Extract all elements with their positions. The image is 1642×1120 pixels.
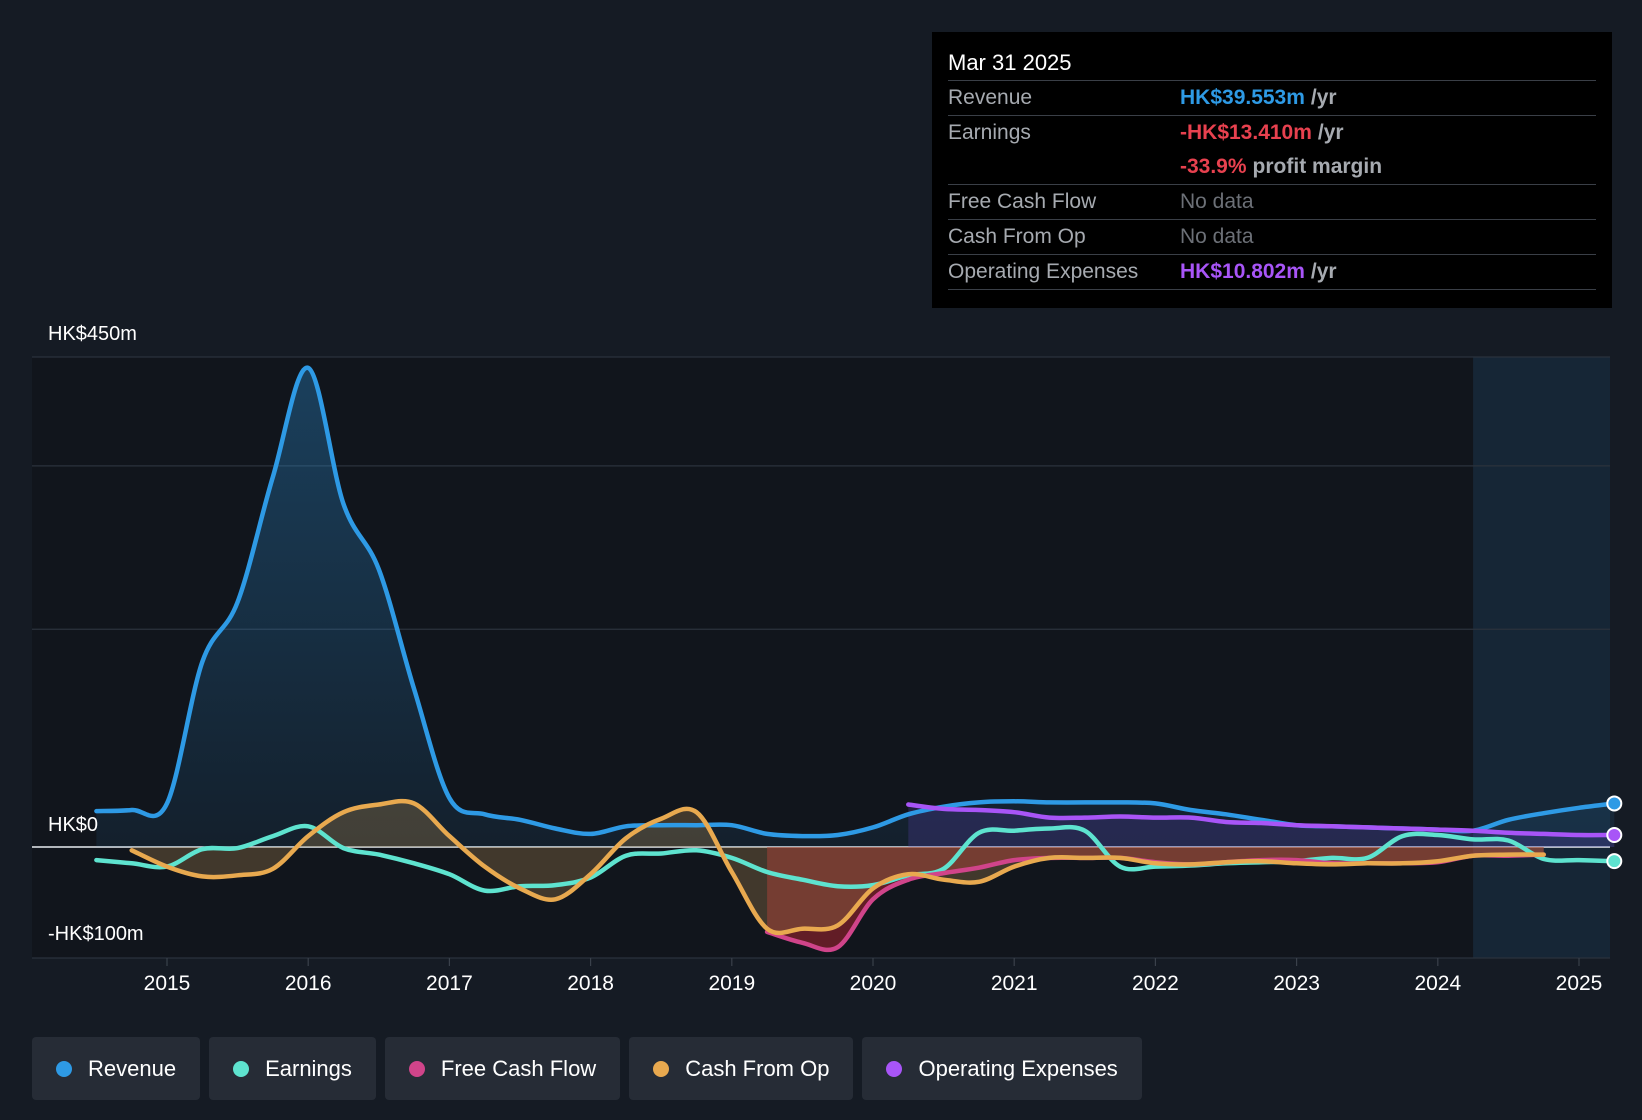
x-tick-label: 2015 bbox=[144, 972, 191, 995]
tooltip-unit: /yr bbox=[1310, 260, 1337, 283]
earnings-endpoint bbox=[1606, 853, 1623, 870]
tooltip-row-revenue: Revenue HK$39.553m /yr bbox=[948, 80, 1596, 115]
legend-label: Earnings bbox=[265, 1055, 352, 1081]
tooltip-row-profit-margin: -33.9% profit margin bbox=[948, 150, 1596, 184]
revenue-endpoint bbox=[1606, 795, 1623, 812]
tooltip-panel: Mar 31 2025 Revenue HK$39.553m /yr Earni… bbox=[932, 32, 1612, 308]
forecast-region bbox=[1473, 357, 1610, 958]
cash-from-op-line bbox=[129, 798, 1546, 936]
x-tick-label: 2022 bbox=[1132, 972, 1179, 995]
legend-item-free-cash-flow[interactable]: Free Cash Flow bbox=[384, 1037, 621, 1100]
legend-item-revenue[interactable]: Revenue bbox=[32, 1037, 201, 1100]
tooltip-label: Cash From Op bbox=[948, 225, 1086, 248]
cash-from-op-area bbox=[131, 801, 1544, 933]
x-tick-label: 2020 bbox=[850, 972, 897, 995]
operating-expenses-endpoint bbox=[1606, 827, 1623, 844]
legend-item-cash-from-op[interactable]: Cash From Op bbox=[629, 1037, 854, 1100]
free-cash-flow-dot-icon bbox=[408, 1060, 425, 1077]
tooltip-value: No data bbox=[1180, 225, 1254, 248]
legend-item-earnings[interactable]: Earnings bbox=[209, 1037, 376, 1100]
tooltip-label: Free Cash Flow bbox=[948, 190, 1097, 213]
tooltip-row-earnings: Earnings -HK$13.410m /yr bbox=[948, 115, 1596, 150]
y-axis-bottom-label: -HK$100m bbox=[48, 923, 144, 945]
revenue-area bbox=[96, 367, 1615, 847]
tooltip-value: No data bbox=[1180, 190, 1254, 213]
earnings-dot-icon bbox=[233, 1060, 250, 1077]
legend: Revenue Earnings Free Cash Flow Cash Fro… bbox=[32, 1037, 1142, 1100]
operating-expenses-line bbox=[906, 802, 1617, 838]
tooltip-date: Mar 31 2025 bbox=[948, 50, 1072, 75]
x-tick-label: 2018 bbox=[567, 972, 614, 995]
legend-label: Revenue bbox=[88, 1055, 177, 1081]
y-axis-top-label: HK$450m bbox=[48, 323, 137, 345]
x-tick-label: 2021 bbox=[991, 972, 1038, 995]
x-tick-label: 2024 bbox=[1414, 972, 1461, 995]
legend-item-operating-expenses[interactable]: Operating Expenses bbox=[862, 1037, 1142, 1100]
tooltip-unit: /yr bbox=[1317, 121, 1344, 144]
tooltip-unit: profit margin bbox=[1252, 155, 1383, 178]
tooltip-value: HK$39.553m bbox=[1180, 86, 1305, 109]
tooltip-label: Operating Expenses bbox=[948, 260, 1139, 283]
y-axis-zero-label: HK$0 bbox=[48, 814, 98, 836]
cash-from-op-dot-icon bbox=[653, 1060, 670, 1077]
x-tick-label: 2016 bbox=[285, 972, 332, 995]
earnings-line bbox=[94, 823, 1617, 894]
tooltip-value: -HK$13.410m bbox=[1180, 121, 1312, 144]
tooltip-row-operating-expenses: Operating Expenses HK$10.802m /yr bbox=[948, 254, 1596, 290]
legend-label: Operating Expenses bbox=[918, 1055, 1118, 1081]
tooltip-row-cash-from-op: Cash From Op No data bbox=[948, 219, 1596, 254]
legend-label: Free Cash Flow bbox=[440, 1055, 597, 1081]
legend-label: Cash From Op bbox=[685, 1055, 830, 1081]
x-tick-label: 2025 bbox=[1556, 972, 1603, 995]
tooltip-value: HK$10.802m bbox=[1180, 260, 1305, 283]
tooltip-value: -33.9% bbox=[1180, 155, 1247, 178]
revenue-dot-icon bbox=[56, 1060, 72, 1077]
tooltip-label: Revenue bbox=[948, 86, 1033, 109]
tooltip-row-free-cash-flow: Free Cash Flow No data bbox=[948, 184, 1596, 219]
operating-expenses-dot-icon bbox=[886, 1060, 903, 1077]
tooltip-unit: /yr bbox=[1310, 86, 1337, 109]
x-tick-label: 2023 bbox=[1273, 972, 1320, 995]
x-tick-label: 2019 bbox=[708, 972, 755, 995]
x-tick-label: 2017 bbox=[426, 972, 473, 995]
tooltip-label: Earnings bbox=[948, 121, 1031, 144]
